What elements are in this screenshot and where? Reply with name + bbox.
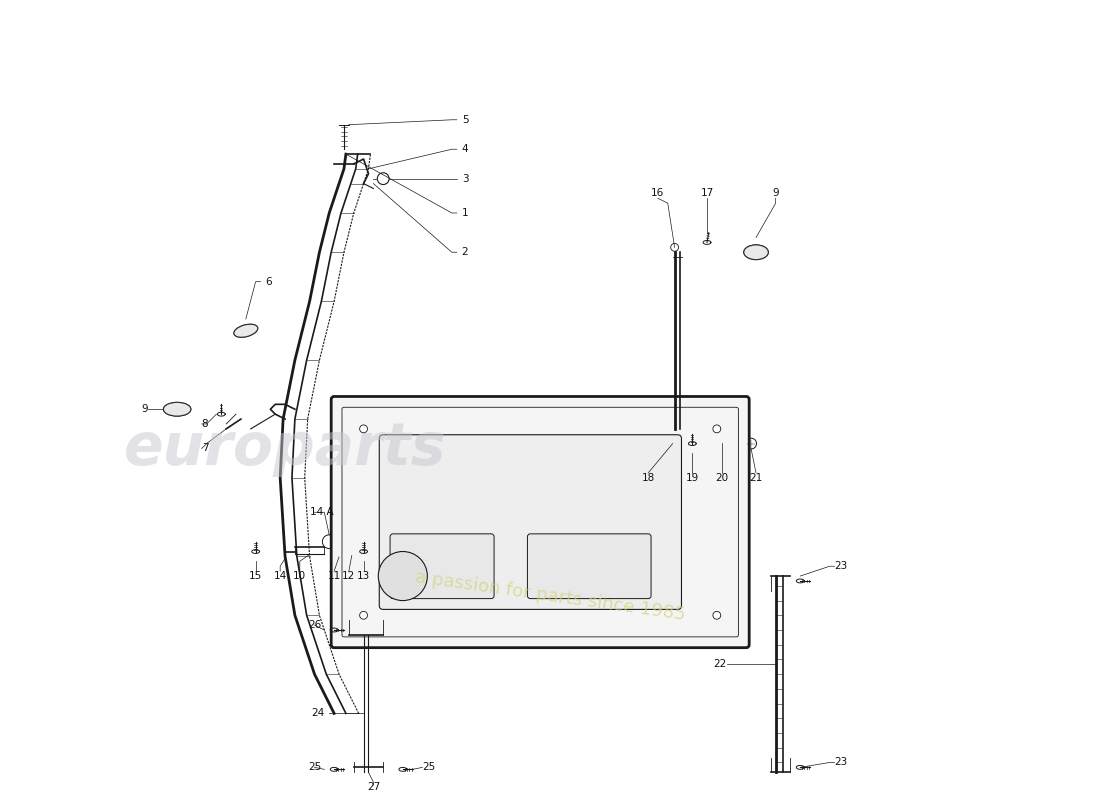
Ellipse shape xyxy=(744,245,768,260)
Text: 19: 19 xyxy=(685,473,698,483)
FancyBboxPatch shape xyxy=(331,397,749,648)
Text: 14: 14 xyxy=(274,571,287,581)
Text: 2: 2 xyxy=(462,247,469,258)
Text: a passion for parts since 1985: a passion for parts since 1985 xyxy=(414,568,686,623)
Text: 15: 15 xyxy=(249,571,262,581)
Text: 25: 25 xyxy=(308,762,321,772)
Text: 9: 9 xyxy=(772,188,779,198)
Text: 27: 27 xyxy=(366,782,379,792)
Circle shape xyxy=(322,535,337,549)
Ellipse shape xyxy=(234,324,257,338)
Circle shape xyxy=(377,173,389,185)
Text: 5: 5 xyxy=(462,114,469,125)
Circle shape xyxy=(378,551,427,601)
Text: 16: 16 xyxy=(651,188,664,198)
Text: 21: 21 xyxy=(749,473,762,483)
Text: 18: 18 xyxy=(641,473,654,483)
Circle shape xyxy=(360,611,367,619)
Text: 23: 23 xyxy=(835,758,848,767)
Text: 8: 8 xyxy=(201,419,208,429)
Circle shape xyxy=(746,438,757,449)
Circle shape xyxy=(713,425,721,433)
Circle shape xyxy=(713,611,721,619)
Text: europarts: europarts xyxy=(124,420,447,477)
Text: 4: 4 xyxy=(462,144,469,154)
Text: 13: 13 xyxy=(356,571,371,581)
Circle shape xyxy=(717,434,726,443)
Text: 22: 22 xyxy=(714,659,727,670)
Text: 11: 11 xyxy=(328,571,341,581)
Circle shape xyxy=(348,547,355,555)
Text: 9: 9 xyxy=(141,404,147,414)
Text: 14 A: 14 A xyxy=(309,507,333,518)
Text: 24: 24 xyxy=(311,709,324,718)
Text: 25: 25 xyxy=(422,762,436,772)
Text: 23: 23 xyxy=(835,562,848,571)
Text: 26: 26 xyxy=(308,620,321,630)
Text: 1: 1 xyxy=(462,208,469,218)
Text: 10: 10 xyxy=(294,571,307,581)
FancyBboxPatch shape xyxy=(379,434,682,610)
Text: 6: 6 xyxy=(265,277,272,286)
Circle shape xyxy=(668,434,678,443)
Circle shape xyxy=(671,243,679,251)
Text: 12: 12 xyxy=(342,571,355,581)
FancyBboxPatch shape xyxy=(390,534,494,598)
Circle shape xyxy=(360,425,367,433)
Text: 3: 3 xyxy=(462,174,469,184)
Text: 20: 20 xyxy=(715,473,728,483)
Text: 7: 7 xyxy=(201,443,208,454)
Circle shape xyxy=(333,546,344,557)
Ellipse shape xyxy=(164,402,191,416)
Text: 17: 17 xyxy=(701,188,714,198)
FancyBboxPatch shape xyxy=(527,534,651,598)
